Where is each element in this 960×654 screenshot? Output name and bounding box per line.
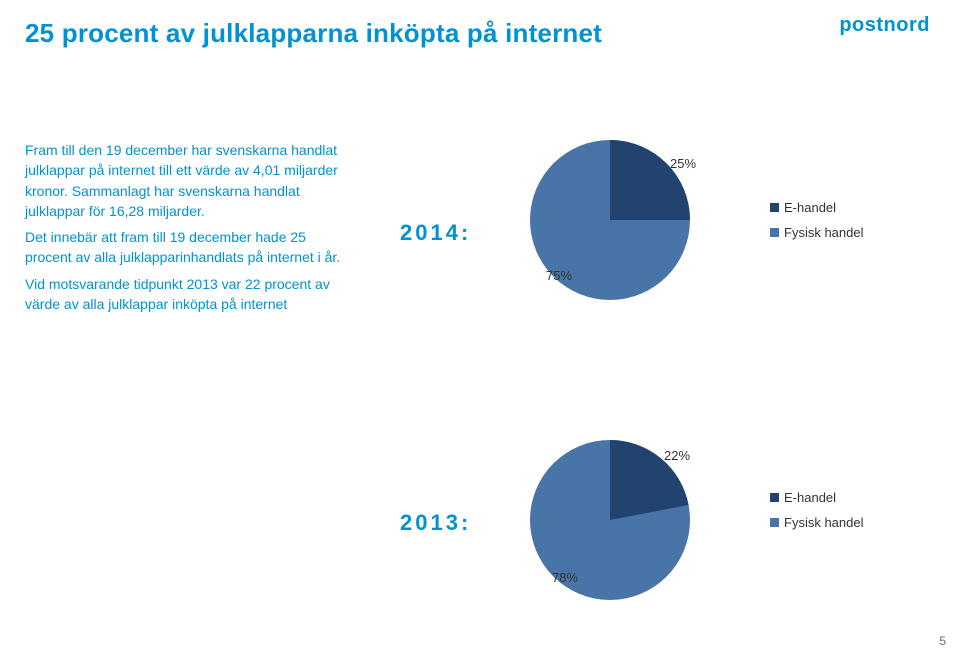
year-label-2014: 2014: [400,220,471,246]
pie-chart-2014: 25% 75% [530,140,690,300]
body-copy: Fram till den 19 december har svenskarna… [25,140,350,320]
pie-chart-2013: 22% 78% [530,440,690,600]
legend-swatch-ehandel [770,203,779,212]
pie-label-75: 75% [546,268,572,283]
legend-swatch-ehandel [770,493,779,502]
legend-label-ehandel: E-handel [784,200,836,215]
legend-item-fysisk-2013: Fysisk handel [770,515,863,530]
legend-item-ehandel-2013: E-handel [770,490,863,505]
legend-2013: E-handel Fysisk handel [770,490,863,540]
legend-swatch-fysisk [770,518,779,527]
legend-label-ehandel: E-handel [784,490,836,505]
legend-swatch-fysisk [770,228,779,237]
pie-slice-ehandel-2014 [610,140,690,220]
paragraph-1: Fram till den 19 december har svenskarna… [25,140,350,221]
legend-2014: E-handel Fysisk handel [770,200,863,250]
page-title: 25 procent av julklapparna inköpta på in… [25,18,602,49]
legend-label-fysisk: Fysisk handel [784,225,863,240]
paragraph-2: Det innebär att fram till 19 december ha… [25,227,350,268]
postnord-logo: postnord [839,14,930,37]
legend-item-ehandel-2014: E-handel [770,200,863,215]
page-number: 5 [939,634,946,648]
legend-item-fysisk-2014: Fysisk handel [770,225,863,240]
pie-label-25: 25% [670,156,696,171]
pie-label-22: 22% [664,448,690,463]
legend-label-fysisk: Fysisk handel [784,515,863,530]
year-label-2013: 2013: [400,510,471,536]
paragraph-3: Vid motsvarande tidpunkt 2013 var 22 pro… [25,274,350,315]
pie-label-78: 78% [552,570,578,585]
